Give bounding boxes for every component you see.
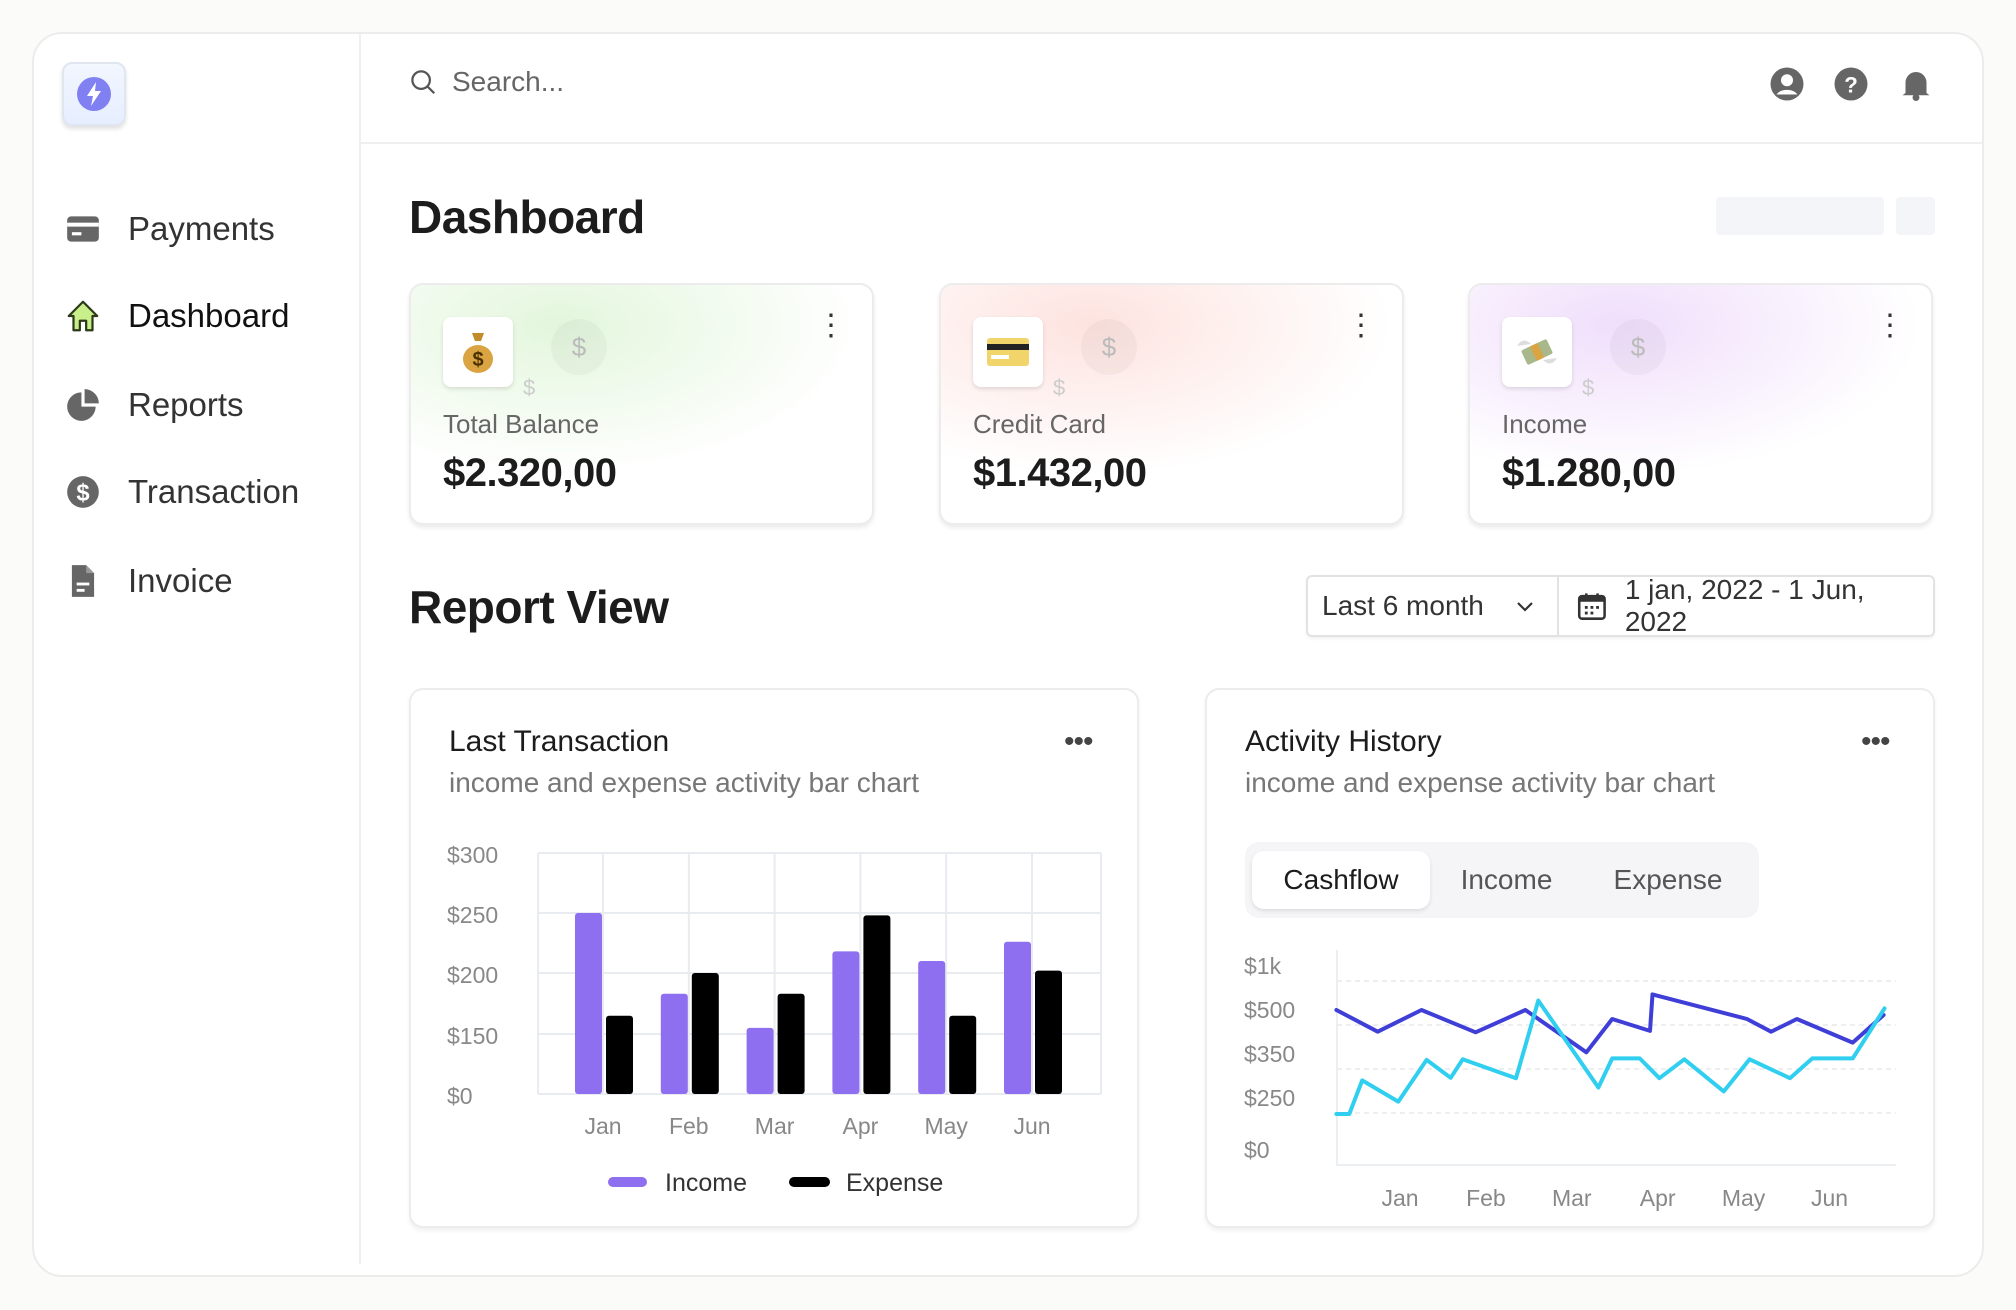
credit-card-icon <box>987 338 1029 366</box>
x-tick-label: Feb <box>1466 1185 1506 1211</box>
placeholder-block <box>1896 197 1935 235</box>
home-icon <box>67 300 99 332</box>
help-icon[interactable]: ? <box>1833 66 1869 102</box>
x-tick-label: Apr <box>842 1113 879 1139</box>
tab-income[interactable]: Income <box>1460 864 1553 895</box>
header-divider <box>361 142 1982 144</box>
y-tick-label: $1k <box>1244 953 1282 979</box>
x-tick-label: May <box>1721 1185 1766 1211</box>
sidebar-item-reports[interactable]: Reports <box>64 380 244 430</box>
sidebar-item-transaction[interactable]: $ Transaction <box>64 467 299 517</box>
date-range-value: 1 jan, 2022 - 1 Jun, 2022 <box>1624 574 1865 637</box>
x-tick-label: Mar <box>1551 1185 1592 1211</box>
search-icon <box>411 70 436 95</box>
card-value: $2.320,00 <box>443 451 617 495</box>
x-tick-label: Jun <box>1013 1113 1051 1139</box>
flying-money-icon <box>1517 339 1557 365</box>
placeholder-block <box>1716 197 1884 235</box>
income-card[interactable]: $$ ⋮ Income $1.280,00 <box>1468 283 1933 525</box>
report-view-title: Report View <box>409 581 669 633</box>
x-tick-label: Jan <box>1381 1185 1419 1211</box>
chart-title: Activity History <box>1245 725 1442 758</box>
y-tick-label: $300 <box>447 842 499 868</box>
y-tick-label: $0 <box>1244 1137 1270 1163</box>
card-menu-button[interactable]: ⋮ <box>1875 311 1905 341</box>
x-tick-label: Jan <box>584 1113 622 1139</box>
sidebar-item-label: Payments <box>128 210 275 247</box>
y-tick-label: $350 <box>1244 1041 1296 1067</box>
bell-icon[interactable] <box>1898 66 1934 102</box>
credit-card-icon <box>67 216 99 242</box>
legend-label: Income <box>665 1169 747 1197</box>
search-input[interactable]: Search... <box>408 66 564 98</box>
sidebar-item-label: Transaction <box>128 473 300 510</box>
activity-history-card <box>1205 688 1935 1228</box>
x-tick-label: Jun <box>1810 1185 1849 1211</box>
chart-subtitle: income and expense activity bar chart <box>449 767 920 798</box>
y-tick-label: $250 <box>447 902 499 928</box>
sidebar-divider <box>359 34 361 1264</box>
chart-menu-button[interactable]: ••• <box>1861 725 1890 758</box>
card-menu-button[interactable]: ⋮ <box>816 311 846 341</box>
page-title: Dashboard <box>409 191 645 243</box>
date-range-picker[interactable]: 1 jan, 2022 - 1 Jun, 2022 <box>1559 574 1933 637</box>
sidebar-item-label: Reports <box>128 386 244 423</box>
card-menu-button[interactable]: ⋮ <box>1346 311 1376 341</box>
document-icon <box>71 565 95 597</box>
svg-text:?: ? <box>1844 72 1858 97</box>
y-tick-label: $150 <box>447 1023 499 1049</box>
tab-expense[interactable]: Expense <box>1613 864 1723 895</box>
x-tick-label: May <box>924 1113 968 1139</box>
app-logo[interactable] <box>62 62 126 126</box>
sidebar-item-invoice[interactable]: Invoice <box>64 556 233 606</box>
chart-title: Last Transaction <box>449 725 670 758</box>
search-placeholder: Search... <box>452 66 565 97</box>
legend-label: Expense <box>846 1169 944 1197</box>
chevron-down-icon <box>1517 602 1533 612</box>
y-tick-label: $250 <box>1244 1085 1296 1111</box>
card-label: Total Balance <box>443 409 600 439</box>
svg-text:$: $ <box>76 480 89 507</box>
chart-subtitle: income and expense activity bar chart <box>1245 767 1716 798</box>
total-balance-card[interactable]: $$ $ ⋮ Total Balance $2.320,00 <box>409 283 874 525</box>
lightning-bolt-icon <box>77 77 111 111</box>
sidebar-item-label: Invoice <box>128 562 233 599</box>
sidebar-item-dashboard[interactable]: Dashboard <box>64 291 289 341</box>
credit-card-card[interactable]: $$ ⋮ Credit Card $1.432,00 <box>939 283 1404 525</box>
svg-text:$: $ <box>472 349 483 371</box>
card-value: $1.280,00 <box>1502 451 1676 495</box>
period-dropdown[interactable]: Last 6 month <box>1308 577 1559 635</box>
y-tick-label: $0 <box>447 1083 473 1109</box>
calendar-icon <box>1577 593 1606 620</box>
x-tick-label: Apr <box>1639 1185 1676 1211</box>
period-value: Last 6 month <box>1322 590 1484 621</box>
card-label: Credit Card <box>973 409 1106 439</box>
money-bag-icon: $ <box>463 333 493 373</box>
user-icon[interactable] <box>1769 66 1805 102</box>
sidebar-item-label: Dashboard <box>128 297 290 334</box>
y-tick-label: $200 <box>447 962 499 988</box>
x-tick-label: Feb <box>668 1113 709 1139</box>
sidebar-item-payments[interactable]: Payments <box>64 204 275 254</box>
pie-chart-icon <box>67 389 99 421</box>
card-label: Income <box>1502 409 1588 439</box>
tab-cashflow[interactable]: Cashflow <box>1252 851 1430 909</box>
y-tick-label: $500 <box>1244 997 1296 1023</box>
chart-menu-button[interactable]: ••• <box>1064 725 1093 758</box>
dollar-circle-icon: $ <box>67 476 99 508</box>
x-tick-label: Mar <box>754 1113 795 1139</box>
card-value: $1.432,00 <box>973 451 1147 495</box>
date-filter: Last 6 month 1 jan, 2022 - 1 Jun, 2022 <box>1306 574 1935 637</box>
